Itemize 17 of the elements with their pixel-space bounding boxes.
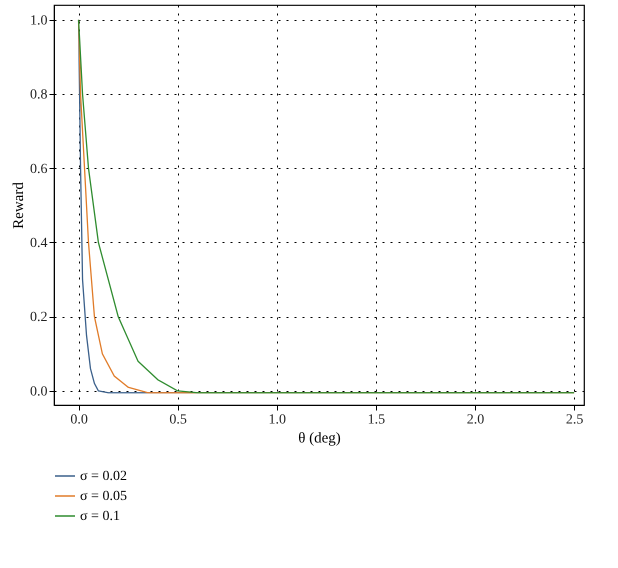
x-tick-label: 0.5 [169, 412, 187, 428]
x-axis-title: θ (deg) [298, 430, 341, 446]
y-tick-label: 0.6 [30, 162, 48, 177]
x-tick-label: 1.5 [368, 412, 386, 428]
legend-label: σ = 0.1 [80, 509, 120, 524]
y-axis-title: Reward [11, 182, 27, 229]
y-tick-label: 0.4 [30, 236, 48, 251]
legend-label: σ = 0.05 [80, 489, 127, 504]
x-tick-label: 1.0 [268, 412, 286, 428]
legend-label: σ = 0.02 [80, 469, 127, 484]
y-tick-label: 0.8 [30, 88, 48, 103]
x-tick-label: 0.0 [70, 412, 88, 428]
y-tick-label: 1.0 [30, 13, 48, 28]
x-tick-label: 2.5 [566, 412, 584, 428]
y-tick-label: 0.0 [30, 384, 48, 400]
y-tick-label: 0.2 [30, 310, 48, 326]
x-tick-label: 2.0 [466, 412, 484, 428]
